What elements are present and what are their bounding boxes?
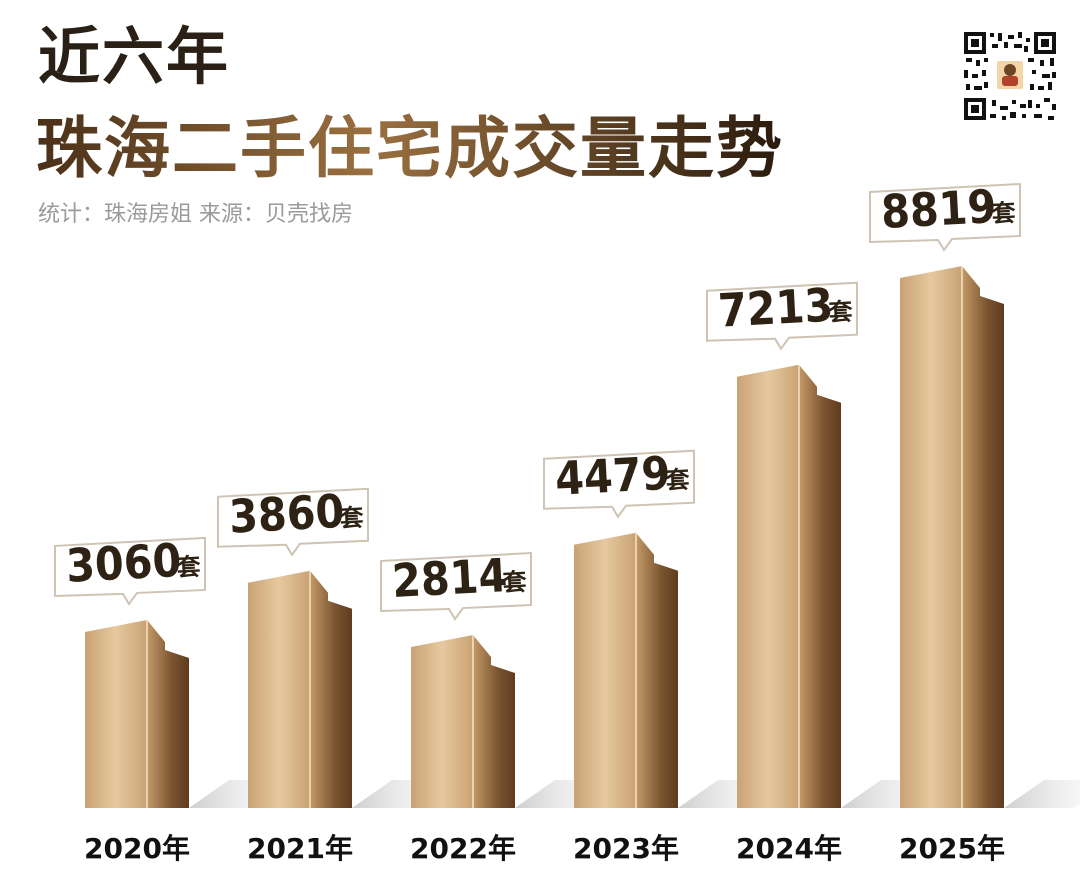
bar-front xyxy=(248,570,310,808)
bar-front xyxy=(574,532,636,808)
bar-side xyxy=(799,364,841,808)
bar-shadow xyxy=(1004,780,1080,808)
x-tick-label: 2022年 xyxy=(410,832,516,865)
bar-front xyxy=(900,266,962,808)
x-tick-label: 2025年 xyxy=(899,832,1005,865)
value-label-number: 4479 xyxy=(554,446,672,506)
x-tick-label: 2023年 xyxy=(573,832,679,865)
bar-side xyxy=(636,532,678,808)
value-label-box xyxy=(380,552,532,621)
x-tick-label: 2021年 xyxy=(247,832,353,865)
bar-4 xyxy=(574,532,788,808)
value-label-box xyxy=(54,536,206,606)
title-line-2: 珠海二手住宅成交量走势 xyxy=(36,109,784,187)
value-label-number: 8819 xyxy=(880,179,998,239)
bar-1 xyxy=(85,619,299,808)
value-label-unit: 套 xyxy=(339,503,365,532)
bar-side xyxy=(473,635,515,808)
value-label-unit: 套 xyxy=(502,568,528,597)
value-label-number: 3060 xyxy=(65,533,183,593)
qr-code-icon xyxy=(962,30,1058,122)
title-line-1: 近六年 xyxy=(38,20,231,93)
value-label-number: 2814 xyxy=(391,548,509,608)
value-label-number: 7213 xyxy=(717,278,835,338)
value-label-unit: 套 xyxy=(991,199,1017,228)
value-label-unit: 套 xyxy=(828,297,854,326)
value-label-box xyxy=(543,449,695,519)
bar-5 xyxy=(737,364,951,808)
bar-side xyxy=(310,570,352,808)
bar-6 xyxy=(900,266,1080,808)
bar-front xyxy=(85,619,147,808)
value-label-number: 3860 xyxy=(228,484,346,544)
x-tick-label: 2020年 xyxy=(84,832,190,865)
bar-front xyxy=(411,635,473,808)
x-tick-label: 2024年 xyxy=(736,832,842,865)
value-label-box xyxy=(706,281,858,351)
bar-side xyxy=(962,266,1004,808)
value-label-unit: 套 xyxy=(665,465,691,494)
bar-side xyxy=(147,619,189,808)
bar-2 xyxy=(248,570,462,808)
bar-front xyxy=(737,364,799,808)
value-label-box xyxy=(217,487,369,557)
subtitle: 统计：珠海房姐 来源：贝壳找房 xyxy=(38,202,353,227)
value-label-unit: 套 xyxy=(176,553,202,582)
value-label-box xyxy=(869,182,1021,252)
